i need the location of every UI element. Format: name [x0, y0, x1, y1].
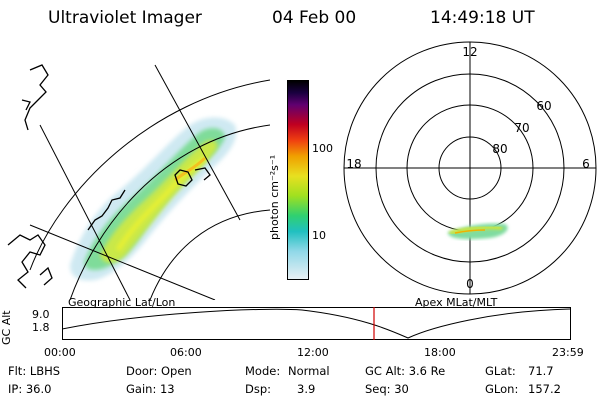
- geographic-image-panel: [7, 64, 270, 300]
- glat-value: 71.7: [528, 364, 554, 378]
- colorbar-unit-label: photon cm⁻²s⁻¹: [268, 154, 281, 240]
- coastline-outlines: [7, 64, 211, 289]
- gc-alt-status: GC Alt: 3.6 Re: [365, 364, 446, 378]
- time-tick-2359: 23:59: [552, 346, 584, 359]
- seq-status: Seq: 30: [365, 382, 409, 396]
- dsp-value: 3.9: [297, 382, 316, 396]
- ip-status: IP: 36.0: [8, 382, 52, 396]
- mlat-label-80: 80: [492, 142, 507, 156]
- time-tick-1800: 18:00: [424, 346, 456, 359]
- mlat-label-60: 60: [536, 99, 551, 113]
- glon-label: GLon:: [485, 382, 519, 396]
- mode-label: Mode:: [245, 364, 281, 378]
- mlt-label-12: 12: [462, 45, 477, 59]
- mlat-label-70: 70: [514, 121, 529, 135]
- altitude-plot: [62, 307, 571, 340]
- date-display: 04 Feb 00: [272, 8, 357, 28]
- glon-value: 157.2: [528, 382, 561, 396]
- time-tick-0000: 00:00: [44, 346, 76, 359]
- polar-panel-label: Apex MLat/MLT: [415, 296, 498, 309]
- mlt-label-0: 0: [466, 277, 474, 291]
- mlt-label-6: 6: [582, 157, 590, 171]
- mode-value: Normal: [288, 364, 330, 378]
- altitude-curve: [62, 308, 571, 339]
- intensity-colorbar: [287, 80, 309, 280]
- glat-label: GLat:: [485, 364, 516, 378]
- aurora-emission-geo: [70, 117, 237, 281]
- aurora-emission-polar: [448, 223, 508, 240]
- altitude-ytick-high: 9.0: [32, 308, 50, 321]
- colorbar-tick-10: 10: [312, 229, 326, 242]
- altitude-ytick-low: 1.8: [32, 321, 50, 334]
- dsp-label: Dsp:: [245, 382, 272, 396]
- geo-grid-lines: [29, 64, 270, 300]
- polar-grid: [343, 41, 597, 295]
- filter-status: Flt: LBHS: [8, 364, 61, 378]
- geo-panel-label: Geographic Lat/Lon: [68, 296, 176, 309]
- colorbar-tick-100: 100: [312, 142, 333, 155]
- gain-status: Gain: 13: [126, 382, 175, 396]
- app-title: Ultraviolet Imager: [48, 8, 202, 28]
- altitude-ylabel: GC Alt: [0, 310, 13, 345]
- mlt-label-18: 18: [346, 157, 361, 171]
- time-display: 14:49:18 UT: [430, 8, 535, 28]
- time-tick-1200: 12:00: [297, 346, 329, 359]
- polar-plot-panel: 12 18 6 0 60 70 80: [343, 41, 597, 295]
- door-status: Door: Open: [126, 364, 192, 378]
- time-tick-0600: 06:00: [170, 346, 202, 359]
